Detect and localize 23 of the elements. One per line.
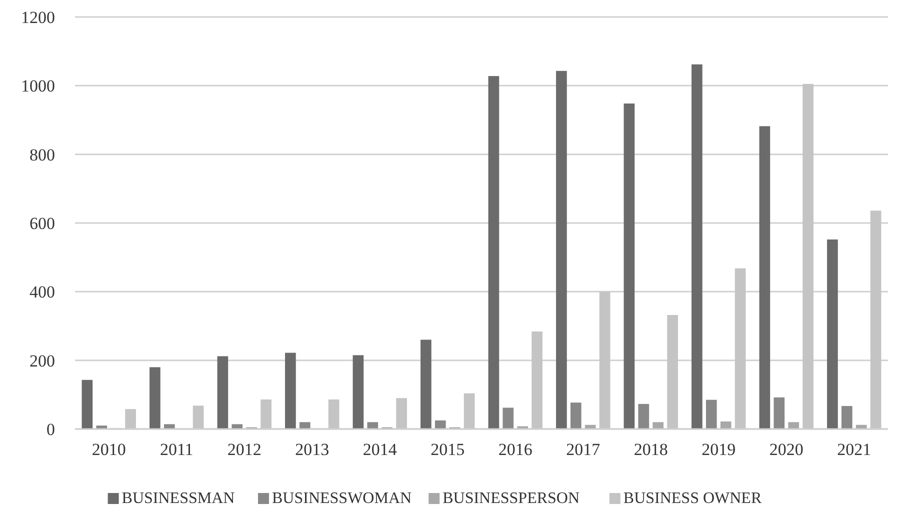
x-tick-label: 2018 — [634, 440, 668, 459]
y-tick-label: 1200 — [21, 8, 55, 27]
x-tick-label: 2017 — [566, 440, 601, 459]
legend-label: BUSINESSPERSON — [442, 490, 580, 507]
x-tick-label: 2020 — [769, 440, 804, 459]
y-tick-label: 800 — [30, 145, 55, 164]
y-tick-label: 400 — [30, 282, 55, 302]
y-tick-label: 0 — [46, 420, 55, 439]
legend-label: BUSINESSMAN — [122, 490, 236, 507]
y-tick-label: 1000 — [21, 76, 55, 96]
x-tick-label: 2021 — [837, 440, 872, 459]
y-tick-label: 600 — [30, 214, 55, 233]
x-tick-label: 2011 — [160, 440, 194, 459]
x-tick-label: 2014 — [362, 440, 398, 459]
x-tick-label: 2016 — [498, 440, 532, 459]
x-tick-label: 2010 — [92, 440, 126, 459]
x-tick-label: 2012 — [227, 440, 262, 459]
x-tick-label: 2019 — [702, 440, 736, 459]
x-tick-label: 2013 — [295, 440, 330, 459]
x-tick-label: 2015 — [430, 440, 465, 459]
legend-label: BUSINESS OWNER — [623, 490, 762, 507]
legend-label: BUSINESSWOMAN — [272, 490, 412, 507]
y-tick-label: 200 — [30, 351, 55, 370]
